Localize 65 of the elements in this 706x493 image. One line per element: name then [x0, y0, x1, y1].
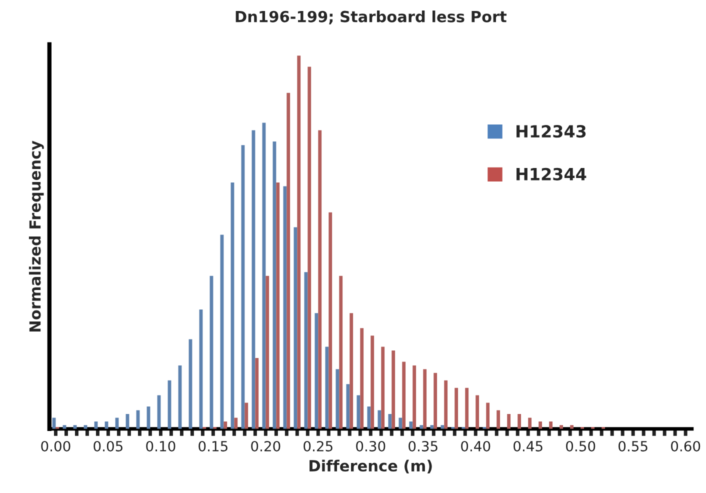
bar: [308, 66, 312, 429]
x-tick-label: 0.25: [304, 440, 332, 452]
bar: [336, 369, 340, 429]
x-tick-label: 0.30: [356, 440, 386, 452]
bar: [518, 414, 522, 429]
bar: [244, 402, 248, 429]
bar: [440, 425, 444, 429]
bar: [325, 346, 329, 429]
x-tick-label: 0.35: [408, 440, 438, 452]
x-tick-label: 0.60: [671, 440, 700, 452]
bar: [266, 276, 270, 429]
bar: [367, 406, 371, 429]
bar: [255, 358, 259, 429]
bar: [370, 336, 374, 429]
bar: [430, 425, 434, 429]
bar: [549, 421, 553, 429]
bar: [444, 380, 448, 429]
x-tick-label: 0.10: [146, 440, 176, 452]
bar: [423, 369, 427, 429]
bar: [486, 402, 490, 429]
bar: [412, 365, 416, 429]
bar: [234, 418, 238, 429]
chart-title: Dn196-199; Starboard less Port: [236, 10, 507, 24]
bar: [538, 421, 542, 429]
bar: [402, 362, 406, 429]
bar: [434, 372, 438, 429]
x-tick-label: 0.40: [461, 440, 490, 452]
bar: [276, 182, 280, 429]
bar: [507, 414, 511, 429]
bar: [388, 414, 392, 429]
bar: [454, 388, 458, 429]
x-tick-label: 0.55: [618, 440, 648, 452]
bar: [496, 410, 500, 429]
bar: [570, 425, 574, 429]
x-tick-label: 0.20: [251, 440, 280, 452]
bar: [224, 421, 228, 429]
bar: [392, 350, 396, 429]
bar: [286, 92, 290, 429]
x-tick-label: 0.15: [198, 440, 228, 452]
bar: [328, 212, 332, 429]
bar: [346, 384, 350, 429]
bar: [297, 56, 301, 429]
bar: [409, 421, 413, 429]
bar: [339, 276, 343, 429]
x-tick-label: 0.00: [41, 440, 70, 452]
bar: [356, 395, 360, 429]
bar: [350, 313, 354, 429]
bar: [528, 418, 532, 429]
y-axis-title: Normalized Frequency: [28, 140, 44, 332]
x-tick-label: 0.45: [514, 440, 542, 452]
legend-label: H12344: [516, 168, 586, 180]
bar: [360, 328, 364, 429]
bar: [381, 346, 385, 429]
x-tick-label: 0.05: [94, 440, 122, 452]
bar: [314, 313, 318, 429]
bar: [476, 395, 480, 429]
x-tick-label: 0.50: [566, 440, 596, 452]
bar: [420, 425, 424, 429]
bar: [378, 410, 382, 429]
x-axis-title: Difference (m): [310, 460, 432, 474]
legend-label: H12343: [516, 125, 586, 138]
bar: [318, 130, 322, 429]
bar: [465, 388, 469, 429]
bar: [560, 425, 564, 429]
bar: [398, 418, 402, 429]
